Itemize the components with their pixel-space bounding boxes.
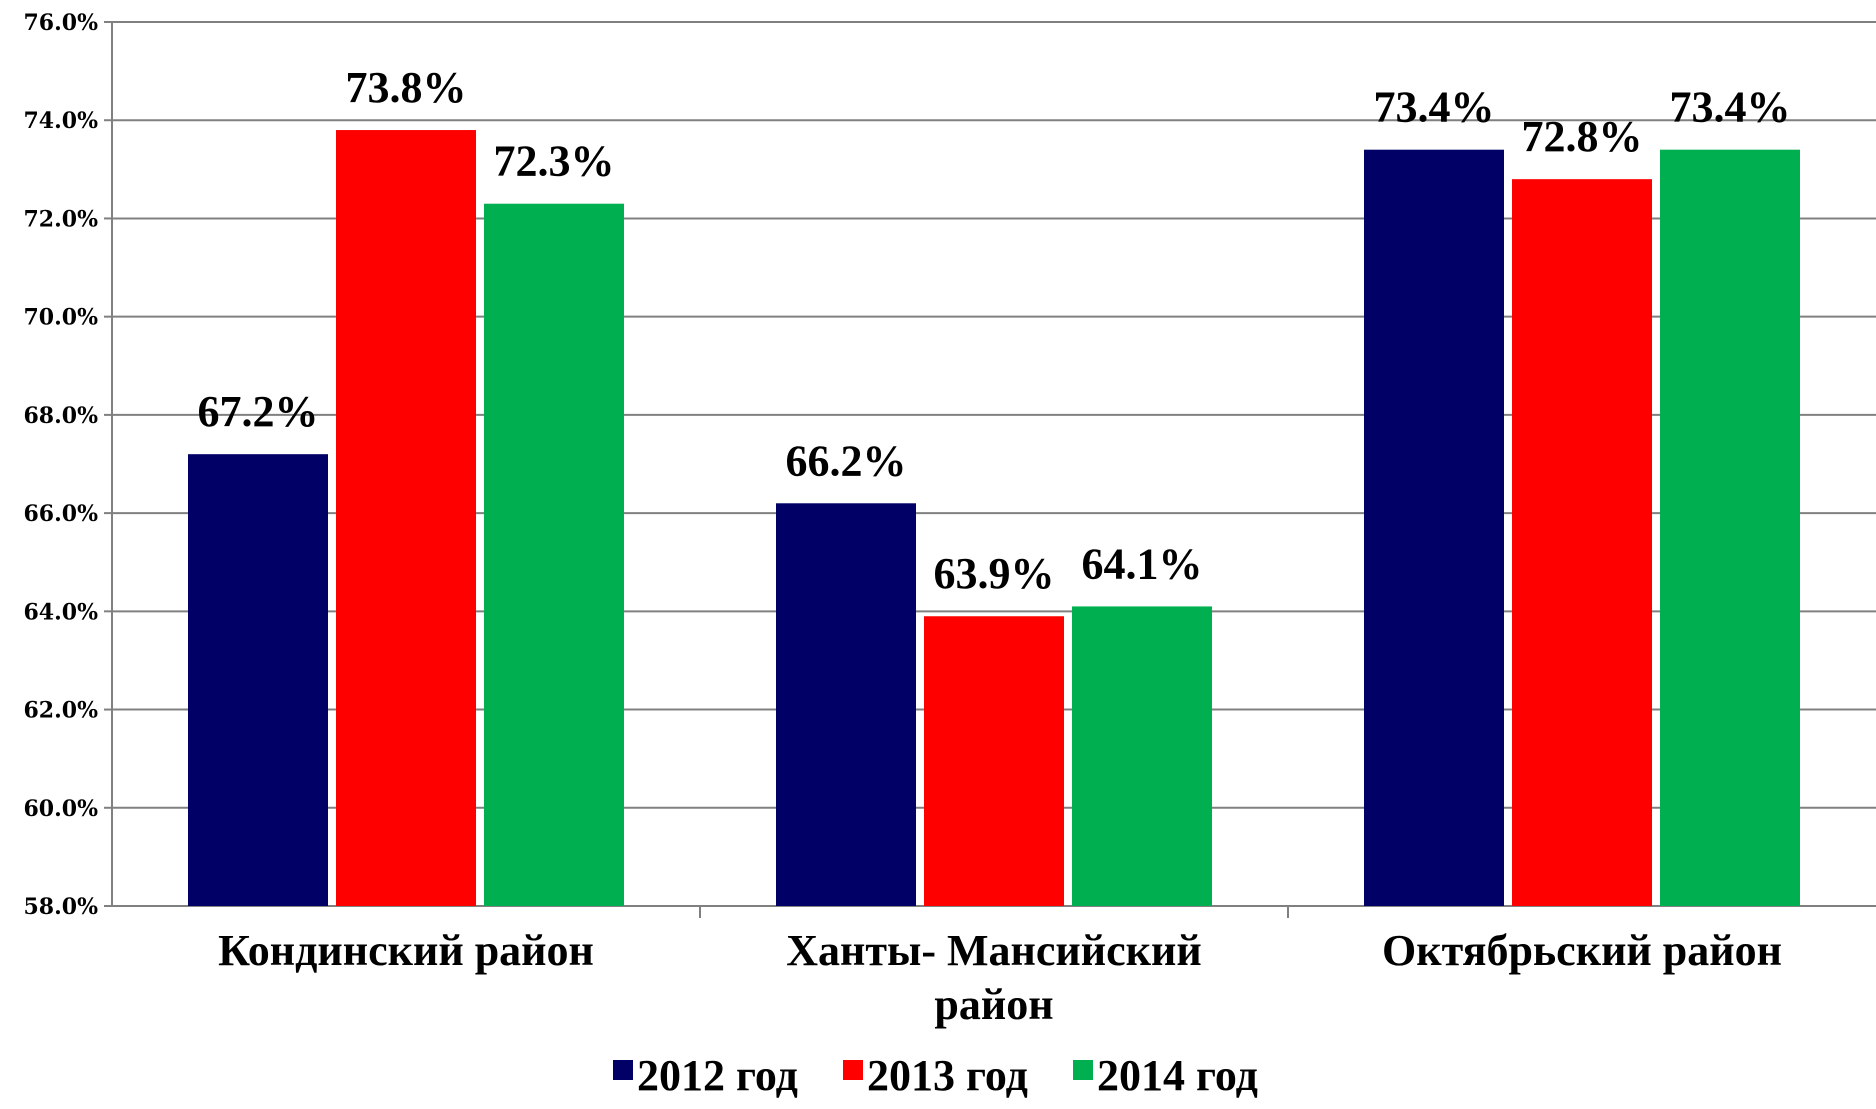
legend-label: 2012 год	[637, 1051, 798, 1100]
bar	[1660, 149, 1800, 906]
x-category-label: Кондинский район	[218, 926, 594, 975]
data-label: 73.4%	[1374, 83, 1495, 132]
y-tick-label: 58.0%	[24, 894, 99, 920]
data-label: 66.2%	[786, 436, 907, 485]
bar	[1072, 606, 1212, 906]
bar	[924, 616, 1064, 906]
data-label: 72.3%	[494, 137, 615, 186]
bar	[1364, 149, 1504, 906]
bar	[776, 503, 916, 906]
y-tick-label: 72.0%	[24, 206, 99, 232]
y-tick-label: 68.0%	[24, 403, 99, 429]
y-tick-label: 60.0%	[24, 796, 99, 822]
data-label: 63.9%	[934, 549, 1055, 598]
bar	[336, 130, 476, 907]
x-category-label: Ханты- Мансийский	[786, 926, 1201, 975]
legend-swatch	[1073, 1060, 1093, 1080]
y-tick-label: 70.0%	[24, 305, 99, 331]
data-label: 72.8%	[1522, 112, 1643, 161]
data-labels: 67.2% 73.8% 72.3% 66.2% 63.9% 64.1% 73.4% 72.8%…	[198, 63, 1791, 598]
legend-label: 2014 год	[1097, 1051, 1258, 1100]
category-labels: Кондинский район Ханты- Мансийский район Ок…	[218, 926, 1782, 1029]
y-tick-label: 62.0%	[24, 698, 99, 724]
data-label: 67.2%	[198, 387, 319, 436]
bars	[188, 130, 1800, 907]
x-category-label: район	[934, 980, 1053, 1029]
legend-swatch	[843, 1060, 863, 1080]
legend: 2012 год 2013 год 2014 год	[613, 1051, 1258, 1100]
data-label: 73.4%	[1670, 83, 1791, 132]
x-category-label: Октябрьский район	[1382, 926, 1782, 975]
bar	[188, 454, 328, 906]
data-label: 73.8%	[346, 63, 467, 112]
bar	[484, 203, 624, 906]
y-tick-label: 66.0%	[24, 501, 99, 527]
legend-swatch	[613, 1060, 633, 1080]
y-tick-label: 74.0%	[24, 108, 99, 134]
y-tick-label: 64.0%	[24, 599, 99, 625]
legend-label: 2013 год	[867, 1051, 1028, 1100]
data-label: 64.1%	[1082, 539, 1203, 588]
y-tick-label: 76.0%	[24, 10, 99, 36]
bar	[1512, 179, 1652, 907]
